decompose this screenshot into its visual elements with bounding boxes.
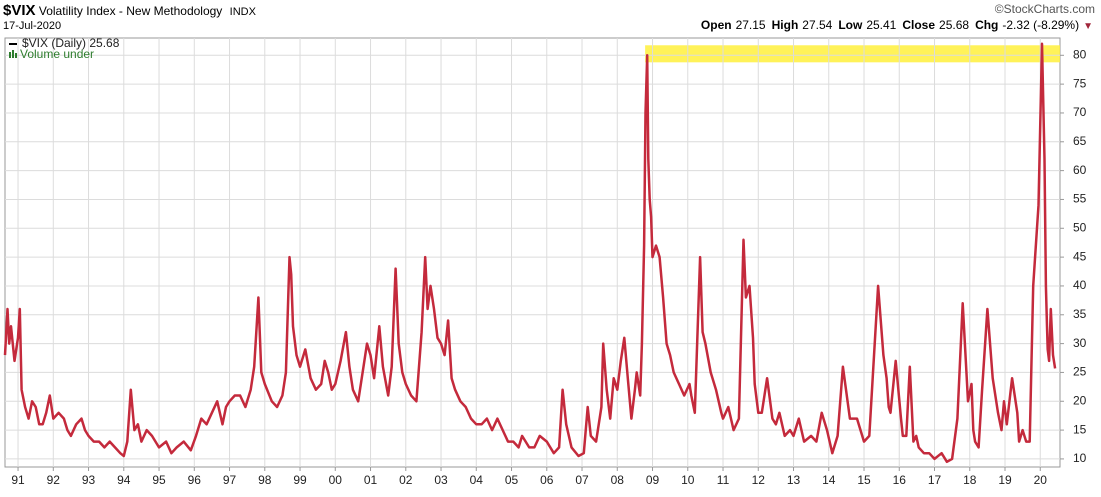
y-tick-label: 25 [1073, 365, 1087, 379]
x-tick-label: 99 [293, 473, 307, 487]
quote-label: Open [700, 18, 732, 32]
y-tick-label: 60 [1073, 163, 1087, 177]
y-tick-label: 20 [1073, 393, 1087, 407]
x-tick-label: 06 [540, 473, 554, 487]
quote-value: 25.41 [866, 18, 897, 32]
y-tick-label: 75 [1073, 76, 1087, 90]
x-tick-label: 98 [258, 473, 272, 487]
x-tick-label: 19 [998, 473, 1012, 487]
title: Volatility Index - New Methodology [38, 4, 223, 18]
x-tick-label: 02 [399, 473, 413, 487]
y-tick-label: 15 [1073, 422, 1087, 436]
x-tick-label: 12 [752, 473, 766, 487]
volume-icon [9, 52, 11, 58]
legend-label: $VIX (Daily) 25.68 [22, 36, 120, 50]
symbol: $VIX [3, 2, 36, 19]
quote: Open 27.15 High 27.54 Low 25.41 Close 25.68 Chg -… [695, 18, 1093, 32]
x-tick-label: 91 [11, 473, 25, 487]
volume-icon [15, 53, 17, 58]
y-tick-label: 40 [1073, 278, 1087, 292]
x-tick-label: 93 [82, 473, 96, 487]
header: $VIX Volatility Index - New Methodology … [3, 2, 256, 19]
x-tick-label: 08 [611, 473, 625, 487]
y-tick-label: 70 [1073, 105, 1087, 119]
x-tick-label: 95 [152, 473, 166, 487]
quote-value: 27.54 [802, 18, 833, 32]
quote-value: 25.68 [939, 18, 970, 32]
x-tick-label: 01 [364, 473, 378, 487]
x-tick-label: 96 [188, 473, 202, 487]
volume-icon [12, 50, 14, 58]
x-tick-label: 10 [681, 473, 695, 487]
x-tick-label: 14 [822, 473, 836, 487]
date: 17-Jul-2020 [3, 20, 62, 32]
x-tick-label: 07 [575, 473, 589, 487]
y-tick-label: 55 [1073, 192, 1087, 206]
x-tick-label: 13 [787, 473, 801, 487]
quote-value: -2.32 (-8.29%) [1002, 18, 1080, 32]
y-tick-label: 50 [1073, 220, 1087, 234]
quote-label: Low [838, 18, 863, 32]
quote-label: High [771, 18, 799, 32]
y-tick-label: 35 [1073, 307, 1087, 321]
x-tick-label: 11 [717, 473, 730, 487]
volume-legend: Volume under [20, 47, 94, 61]
x-tick-label: 20 [1034, 473, 1048, 487]
quote-label: Chg [975, 18, 999, 32]
y-tick-label: 80 [1073, 47, 1087, 61]
y-tick-label: 65 [1073, 134, 1087, 148]
x-tick-label: 05 [505, 473, 519, 487]
y-tick-label: 10 [1073, 451, 1087, 465]
x-tick-label: 17 [928, 473, 942, 487]
credit: ©StockCharts.com [994, 2, 1095, 16]
x-tick-label: 97 [223, 473, 237, 487]
x-tick-label: 94 [117, 473, 131, 487]
exchange: INDX [229, 6, 256, 18]
y-tick-label: 45 [1073, 249, 1087, 263]
quote-label: Close [902, 18, 936, 32]
x-tick-label: 15 [857, 473, 871, 487]
price-line [3, 42, 1057, 464]
x-tick-label: 00 [329, 473, 343, 487]
x-tick-label: 09 [646, 473, 660, 487]
x-tick-label: 18 [963, 473, 977, 487]
x-tick-label: 03 [434, 473, 448, 487]
x-tick-label: 16 [893, 473, 907, 487]
down-arrow: ▼ [1083, 21, 1093, 32]
x-tick-label: 92 [47, 473, 61, 487]
highlight-band [645, 45, 1060, 63]
x-tick-label: 04 [470, 473, 484, 487]
plot-area [4, 37, 1061, 468]
y-tick-label: 30 [1073, 336, 1087, 350]
quote-value: 27.15 [735, 18, 766, 32]
